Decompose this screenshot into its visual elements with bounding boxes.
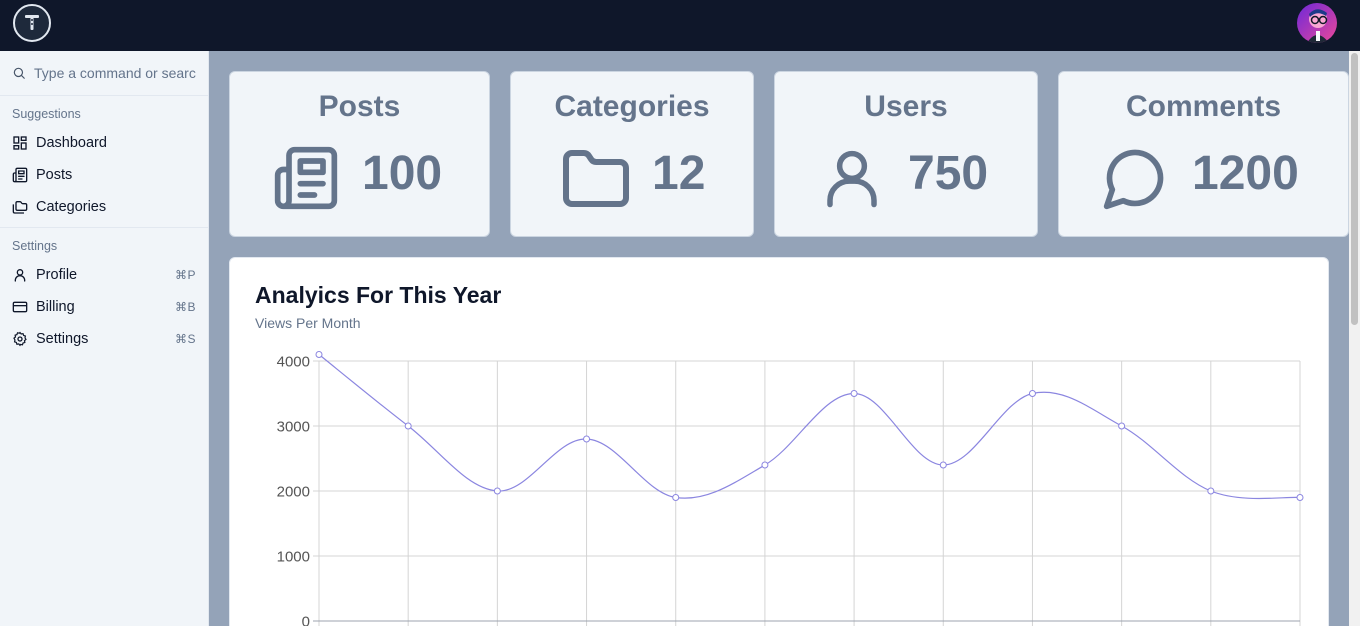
data-point [939, 461, 947, 469]
sidebar-item-label: Billing [36, 299, 75, 315]
y-tick-label: 0 [302, 614, 310, 626]
y-tick-label: 2000 [277, 484, 310, 501]
app-logo-icon[interactable] [13, 4, 51, 42]
group-label-settings: Settings [12, 239, 58, 253]
y-tick-label: 4000 [277, 354, 310, 371]
sidebar-item-dashboard[interactable]: Dashboard [0, 127, 208, 159]
search-icon [13, 67, 25, 79]
folders-icon [12, 199, 28, 215]
data-point [315, 351, 323, 358]
stat-value: 1200 [1192, 147, 1299, 200]
sidebar-item-label: Posts [36, 167, 73, 183]
stat-title: Categories [554, 90, 710, 123]
command-search [0, 51, 208, 96]
scrollbar-thumb[interactable] [1351, 53, 1358, 325]
newspaper-icon [12, 167, 28, 183]
data-point [850, 390, 858, 397]
analytics-card: Analyics For This Year Views Per Month 0… [229, 257, 1329, 626]
sidebar-item-profile[interactable]: Profile ⌘P [0, 259, 208, 291]
sidebar-item-settings[interactable]: Settings ⌘S [0, 323, 208, 355]
stat-title: Users [864, 90, 948, 123]
folder-icon [563, 150, 629, 207]
data-point [1207, 487, 1215, 495]
divider [0, 227, 208, 228]
shortcut-label: ⌘S [174, 332, 196, 346]
page-scrollbar[interactable] [1349, 51, 1360, 626]
credit-card-icon [12, 299, 28, 315]
stat-card-posts: Posts 100 [229, 71, 490, 237]
dashboard-icon [12, 135, 28, 151]
card-subtitle: Views Per Month [255, 315, 361, 331]
avatar[interactable] [1297, 3, 1337, 43]
sidebar-item-label: Dashboard [36, 135, 107, 151]
card-title: Analyics For This Year [255, 282, 502, 308]
y-tick-label: 1000 [277, 549, 310, 566]
data-point [404, 422, 412, 430]
stat-value: 12 [652, 147, 706, 200]
stat-card-categories: Categories 12 [510, 71, 754, 237]
stat-title: Comments [1125, 90, 1282, 123]
data-point [761, 461, 769, 469]
series-line [318, 354, 1301, 500]
user-icon [12, 267, 28, 283]
gear-icon [12, 331, 28, 347]
data-point [583, 435, 591, 443]
sidebar-item-billing[interactable]: Billing ⌘B [0, 291, 208, 323]
stat-value: 100 [362, 147, 443, 200]
stat-card-users: Users 750 [774, 71, 1038, 237]
stat-card-comments: Comments 1200 [1058, 71, 1349, 237]
newspaper-icon [274, 146, 338, 210]
stat-value: 750 [908, 147, 989, 200]
data-point [1028, 390, 1036, 397]
user-icon [827, 150, 877, 208]
search-input[interactable] [34, 65, 196, 81]
data-point [1118, 422, 1126, 430]
shortcut-label: ⌘B [174, 300, 196, 314]
stat-title: Posts [318, 90, 401, 123]
sidebar-item-categories[interactable]: Categories [0, 191, 208, 223]
data-point [493, 487, 501, 495]
sidebar-item-posts[interactable]: Posts [0, 159, 208, 191]
y-tick-label: 3000 [277, 419, 310, 436]
views-line-chart: 0 1000 2000 3000 4000 [277, 351, 1304, 626]
data-point [672, 494, 680, 501]
message-circle-icon [1103, 149, 1164, 210]
group-label-suggestions: Suggestions [12, 107, 81, 121]
top-bar [0, 0, 1360, 51]
sidebar-item-label: Profile [36, 267, 78, 283]
command-sidebar: Suggestions Dashboard Posts Categories S… [0, 51, 209, 626]
data-point [1296, 494, 1304, 501]
sidebar-item-label: Categories [36, 199, 107, 215]
shortcut-label: ⌘P [174, 268, 196, 282]
sidebar-item-label: Settings [36, 331, 89, 347]
